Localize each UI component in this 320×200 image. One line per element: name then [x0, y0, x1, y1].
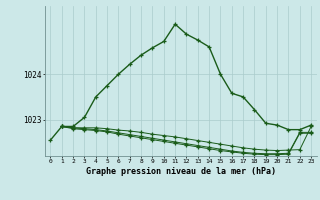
X-axis label: Graphe pression niveau de la mer (hPa): Graphe pression niveau de la mer (hPa) [86, 167, 276, 176]
